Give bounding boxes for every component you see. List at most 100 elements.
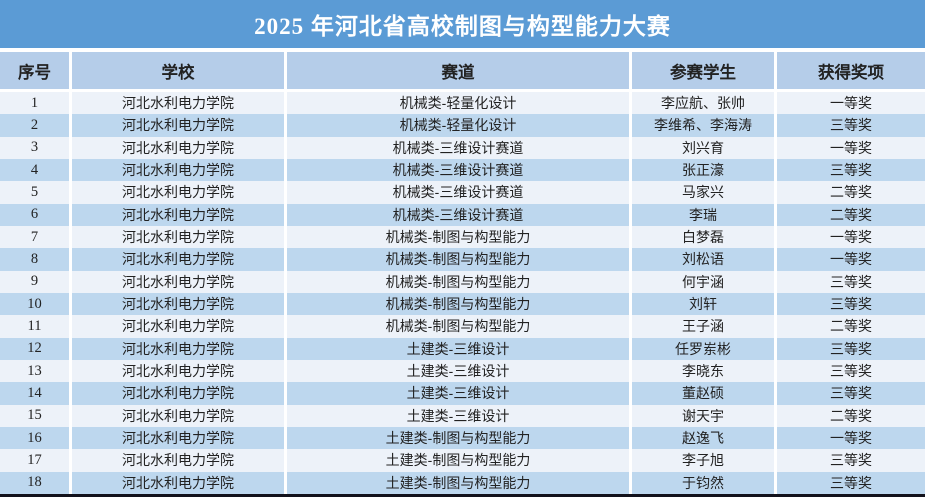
table-row: 15 河北水利电力学院 土建类-三维设计 谢天宇 二等奖 — [0, 404, 925, 427]
table-row: 12 河北水利电力学院 土建类-三维设计 任罗岽彬 三等奖 — [0, 337, 925, 360]
cell-students: 李应航、张帅 — [632, 92, 777, 115]
cell-students: 李子旭 — [632, 449, 777, 472]
cell-no: 6 — [0, 203, 72, 226]
cell-students: 李瑞 — [632, 203, 777, 226]
cell-track: 土建类-三维设计 — [287, 382, 632, 405]
results-table: 序号 学校 赛道 参赛学生 获得奖项 1 河北水利电力学院 机械类-轻量化设计 … — [0, 52, 925, 497]
cell-award: 三等奖 — [830, 452, 872, 469]
table-row: 1 河北水利电力学院 机械类-轻量化设计 李应航、张帅 一等奖 — [0, 92, 925, 115]
cell-award: 三等奖 — [830, 340, 872, 357]
cell-students: 何宇涵 — [632, 270, 777, 293]
cell-award: 三等奖 — [830, 474, 872, 491]
cell-track: 机械类-轻量化设计 — [287, 92, 632, 115]
table-row: 14 河北水利电力学院 土建类-三维设计 董赵硕 三等奖 — [0, 382, 925, 405]
cell-students: 刘兴育 — [632, 136, 777, 159]
cell-award: 二等奖 — [830, 407, 872, 424]
cell-students: 赵逸飞 — [632, 426, 777, 450]
cell-school: 河北水利电力学院 — [72, 471, 287, 494]
cell-track: 土建类-制图与构型能力 — [287, 449, 632, 472]
cell-students: 张正濠 — [632, 158, 777, 182]
table-bottom-border — [0, 493, 925, 497]
cell-students: 王子涵 — [632, 315, 777, 338]
cell-no: 11 — [0, 315, 72, 338]
cell-award: 一等奖 — [830, 251, 872, 268]
cell-track: 土建类-制图与构型能力 — [287, 471, 632, 494]
table-row: 13 河北水利电力学院 土建类-三维设计 李晓东 三等奖 — [0, 359, 925, 383]
cell-school: 河北水利电力学院 — [72, 270, 287, 293]
table-row: 7 河北水利电力学院 机械类-制图与构型能力 白梦磊 一等奖 — [0, 225, 925, 249]
cell-students: 李晓东 — [632, 359, 777, 383]
table-row: 18 河北水利电力学院 土建类-制图与构型能力 于钧然 三等奖 — [0, 471, 925, 494]
cell-track: 机械类-制图与构型能力 — [287, 315, 632, 338]
cell-school: 河北水利电力学院 — [72, 426, 287, 450]
header-cell-track: 赛道 — [287, 52, 632, 89]
table-row: 9 河北水利电力学院 机械类-制图与构型能力 何宇涵 三等奖 — [0, 270, 925, 293]
page-title: 2025 年河北省高校制图与构型能力大赛 — [0, 0, 925, 48]
cell-no: 5 — [0, 181, 72, 204]
cell-school: 河北水利电力学院 — [72, 449, 287, 472]
cell-award: 二等奖 — [830, 206, 872, 223]
cell-award: 三等奖 — [830, 385, 872, 402]
cell-no: 9 — [0, 270, 72, 293]
cell-track: 机械类-制图与构型能力 — [287, 225, 632, 249]
table-row: 11 河北水利电力学院 机械类-制图与构型能力 王子涵 二等奖 — [0, 315, 925, 338]
cell-no: 7 — [0, 225, 72, 249]
cell-track: 机械类-制图与构型能力 — [287, 248, 632, 271]
cell-award: 一等奖 — [830, 95, 872, 112]
cell-students: 马家兴 — [632, 181, 777, 204]
cell-students: 于钧然 — [632, 471, 777, 494]
cell-students: 刘轩 — [632, 292, 777, 316]
cell-students: 李维希、李海涛 — [632, 114, 777, 137]
cell-students: 任罗岽彬 — [632, 337, 777, 360]
cell-no: 10 — [0, 292, 72, 316]
cell-school: 河北水利电力学院 — [72, 203, 287, 226]
cell-award: 三等奖 — [830, 363, 872, 380]
cell-award: 一等奖 — [830, 139, 872, 156]
cell-school: 河北水利电力学院 — [72, 225, 287, 249]
table-row: 2 河北水利电力学院 机械类-轻量化设计 李维希、李海涛 三等奖 — [0, 114, 925, 137]
table-row: 6 河北水利电力学院 机械类-三维设计赛道 李瑞 二等奖 — [0, 203, 925, 226]
cell-students: 刘松语 — [632, 248, 777, 271]
cell-school: 河北水利电力学院 — [72, 114, 287, 137]
cell-no: 2 — [0, 114, 72, 137]
cell-track: 机械类-轻量化设计 — [287, 114, 632, 137]
cell-track: 机械类-三维设计赛道 — [287, 158, 632, 182]
cell-track: 机械类-三维设计赛道 — [287, 181, 632, 204]
cell-school: 河北水利电力学院 — [72, 337, 287, 360]
table-row: 16 河北水利电力学院 土建类-制图与构型能力 赵逸飞 一等奖 — [0, 426, 925, 450]
cell-award: 三等奖 — [830, 162, 872, 179]
cell-no: 3 — [0, 136, 72, 159]
cell-track: 机械类-三维设计赛道 — [287, 136, 632, 159]
cell-school: 河北水利电力学院 — [72, 404, 287, 427]
cell-track: 机械类-制图与构型能力 — [287, 292, 632, 316]
cell-no: 8 — [0, 248, 72, 271]
table-row: 5 河北水利电力学院 机械类-三维设计赛道 马家兴 二等奖 — [0, 181, 925, 204]
cell-school: 河北水利电力学院 — [72, 158, 287, 182]
cell-school: 河北水利电力学院 — [72, 92, 287, 115]
cell-award: 一等奖 — [830, 229, 872, 246]
cell-school: 河北水利电力学院 — [72, 315, 287, 338]
cell-award: 二等奖 — [830, 184, 872, 201]
cell-no: 12 — [0, 337, 72, 360]
header-cell-no: 序号 — [0, 52, 72, 89]
cell-award: 二等奖 — [830, 318, 872, 335]
cell-track: 土建类-三维设计 — [287, 359, 632, 383]
cell-no: 13 — [0, 359, 72, 383]
table-row: 8 河北水利电力学院 机械类-制图与构型能力 刘松语 一等奖 — [0, 248, 925, 271]
header-cell-award: 获得奖项 — [818, 63, 884, 82]
table-row: 10 河北水利电力学院 机械类-制图与构型能力 刘轩 三等奖 — [0, 292, 925, 316]
cell-school: 河北水利电力学院 — [72, 382, 287, 405]
cell-students: 董赵硕 — [632, 382, 777, 405]
cell-award: 三等奖 — [830, 117, 872, 134]
cell-no: 1 — [0, 92, 72, 115]
cell-school: 河北水利电力学院 — [72, 292, 287, 316]
header-cell-students: 参赛学生 — [632, 52, 777, 89]
cell-students: 白梦磊 — [632, 225, 777, 249]
cell-award: 三等奖 — [830, 273, 872, 290]
table-row: 17 河北水利电力学院 土建类-制图与构型能力 李子旭 三等奖 — [0, 449, 925, 472]
cell-no: 17 — [0, 449, 72, 472]
cell-no: 16 — [0, 426, 72, 450]
cell-award: 三等奖 — [830, 296, 872, 313]
table-row: 3 河北水利电力学院 机械类-三维设计赛道 刘兴育 一等奖 — [0, 136, 925, 159]
